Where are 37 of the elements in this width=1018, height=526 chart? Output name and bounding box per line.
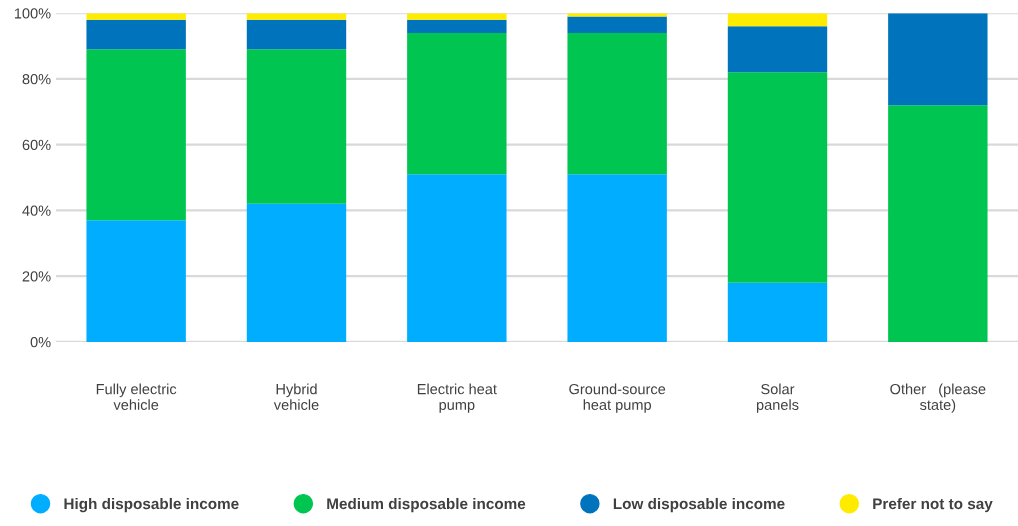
bar (246, 19, 347, 50)
x-tick-label: Fully electric vehicle (96, 383, 177, 410)
bar (727, 13, 828, 27)
y-tick-label: 20% (22, 271, 51, 282)
bar (727, 26, 828, 73)
legend-label: Prefer not to say (873, 497, 993, 513)
bar (727, 72, 828, 283)
bar (567, 32, 667, 175)
bar (407, 32, 507, 175)
x-tick-label: Electric heat pump (417, 383, 497, 413)
bar (246, 13, 347, 20)
x-tick-label: Hybrid vehicle (273, 383, 319, 410)
y-tick-label: 40% (22, 205, 51, 216)
bar (86, 13, 186, 20)
bar (888, 105, 988, 342)
bar (407, 19, 507, 33)
bar (888, 13, 988, 106)
bar (246, 203, 347, 342)
y-tick-label: 80% (22, 74, 51, 85)
bar (86, 220, 186, 342)
legend-label: High disposable income (64, 497, 239, 513)
y-tick-label: 100% (14, 8, 51, 19)
x-tick-label: Solar panels (756, 383, 799, 413)
y-tick-label: 0% (30, 337, 51, 348)
bar (407, 13, 507, 20)
bar (567, 174, 667, 342)
x-tick-label: Other (please state) (890, 383, 986, 413)
legend-label: Low disposable income (613, 497, 785, 513)
x-tick-label: Ground-source heat pump (569, 383, 666, 413)
bar (246, 49, 347, 204)
bar (567, 16, 667, 33)
bar (407, 174, 507, 342)
bar (86, 19, 186, 50)
y-tick-label: 60% (22, 139, 51, 151)
legend-label: Medium disposable income (327, 497, 526, 513)
bar (727, 282, 828, 342)
bar (86, 49, 186, 221)
